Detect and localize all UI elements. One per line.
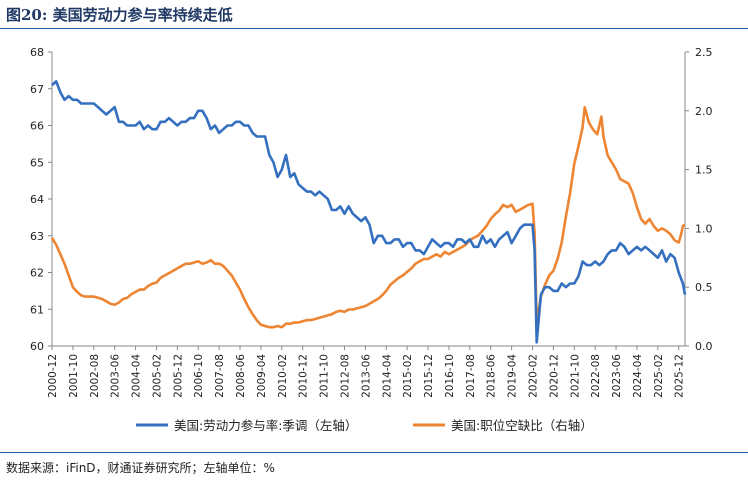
right-tick-label: 1.5 <box>695 164 713 177</box>
x-tick-label: 2024-04 <box>632 354 644 398</box>
left-tick-label: 64 <box>30 193 44 206</box>
x-tick-label: 2013-06 <box>360 354 372 398</box>
right-tick-label: 2.0 <box>695 105 713 118</box>
left-tick-label: 61 <box>30 303 44 316</box>
right-tick-label: 1.0 <box>695 222 713 235</box>
line-chart: 60 61 62 63 64 65 66 67 68 0.0 0.5 1.0 1.5 2.0 2.5 2000… <box>30 46 713 433</box>
x-tick-label: 2023-06 <box>611 354 623 398</box>
x-tick-label: 2006-10 <box>193 354 205 398</box>
legend-label: 美国:劳动力参与率:季调（左轴） <box>174 418 357 433</box>
x-tick-label: 2019-04 <box>507 354 519 398</box>
legend-label: 美国:职位空缺比（右轴） <box>451 418 593 433</box>
footer-divider <box>0 452 748 453</box>
x-tick-label: 2025-02 <box>653 354 665 398</box>
legend: 美国:劳动力参与率:季调（左轴） 美国:职位空缺比（右轴） <box>136 418 593 433</box>
x-tick-label: 2001-10 <box>68 354 80 398</box>
x-tick-label: 2008-06 <box>235 354 247 398</box>
left-tick-label: 62 <box>30 267 44 280</box>
x-tick-label: 2005-02 <box>151 354 163 398</box>
right-tick-label: 0.0 <box>695 340 713 353</box>
right-tick-label: 2.5 <box>695 46 713 59</box>
x-tick-label: 2017-08 <box>465 354 477 398</box>
x-tick-label: 2020-12 <box>548 354 560 398</box>
left-tick-label: 63 <box>30 230 44 243</box>
right-tick-label: 0.5 <box>695 281 713 294</box>
x-tick-label: 2025-12 <box>674 354 686 398</box>
left-tick-label: 67 <box>30 83 44 96</box>
left-tick-label: 68 <box>30 46 44 59</box>
x-tick-label: 2022-08 <box>590 354 602 398</box>
x-tick-label: 2011-10 <box>319 354 331 398</box>
x-tick-label: 2021-10 <box>569 354 581 398</box>
x-tick-label: 2003-06 <box>110 354 122 398</box>
left-tick-label: 65 <box>30 156 44 169</box>
source-note: 数据来源：iFinD，财通证券研究所；左轴单位：% <box>6 461 275 475</box>
x-tick-label: 2015-12 <box>423 354 435 398</box>
series-lines <box>50 80 687 344</box>
x-tick-label: 2018-06 <box>486 354 498 398</box>
left-tick-label: 60 <box>30 340 44 353</box>
x-tick-label: 2010-02 <box>277 354 289 398</box>
axes: 60 61 62 63 64 65 66 67 68 0.0 0.5 1.0 1.5 2.0 2.5 2000… <box>30 46 713 398</box>
x-tick-label: 2015-02 <box>402 354 414 398</box>
x-tick-label: 2000-12 <box>47 354 59 398</box>
series-line-participation-rate <box>51 80 687 344</box>
x-tick-label: 2016-10 <box>444 354 456 398</box>
series-line-job-opening-ratio <box>50 106 686 329</box>
x-tick-label: 2014-04 <box>381 354 393 398</box>
x-tick-label: 2007-08 <box>214 354 226 398</box>
x-tick-label: 2009-04 <box>256 354 268 398</box>
x-tick-label: 2002-08 <box>89 354 101 398</box>
figure-title: 图20: 美国劳动力参与率持续走低 <box>6 6 233 24</box>
x-tick-label: 2004-04 <box>131 354 143 398</box>
x-tick-label: 2020-02 <box>527 354 539 398</box>
x-tick-label: 2005-12 <box>172 354 184 398</box>
x-tick-label: 2012-08 <box>339 354 351 398</box>
x-tick-label: 2010-12 <box>298 354 310 398</box>
title-divider <box>0 28 748 29</box>
left-tick-label: 66 <box>30 120 44 133</box>
